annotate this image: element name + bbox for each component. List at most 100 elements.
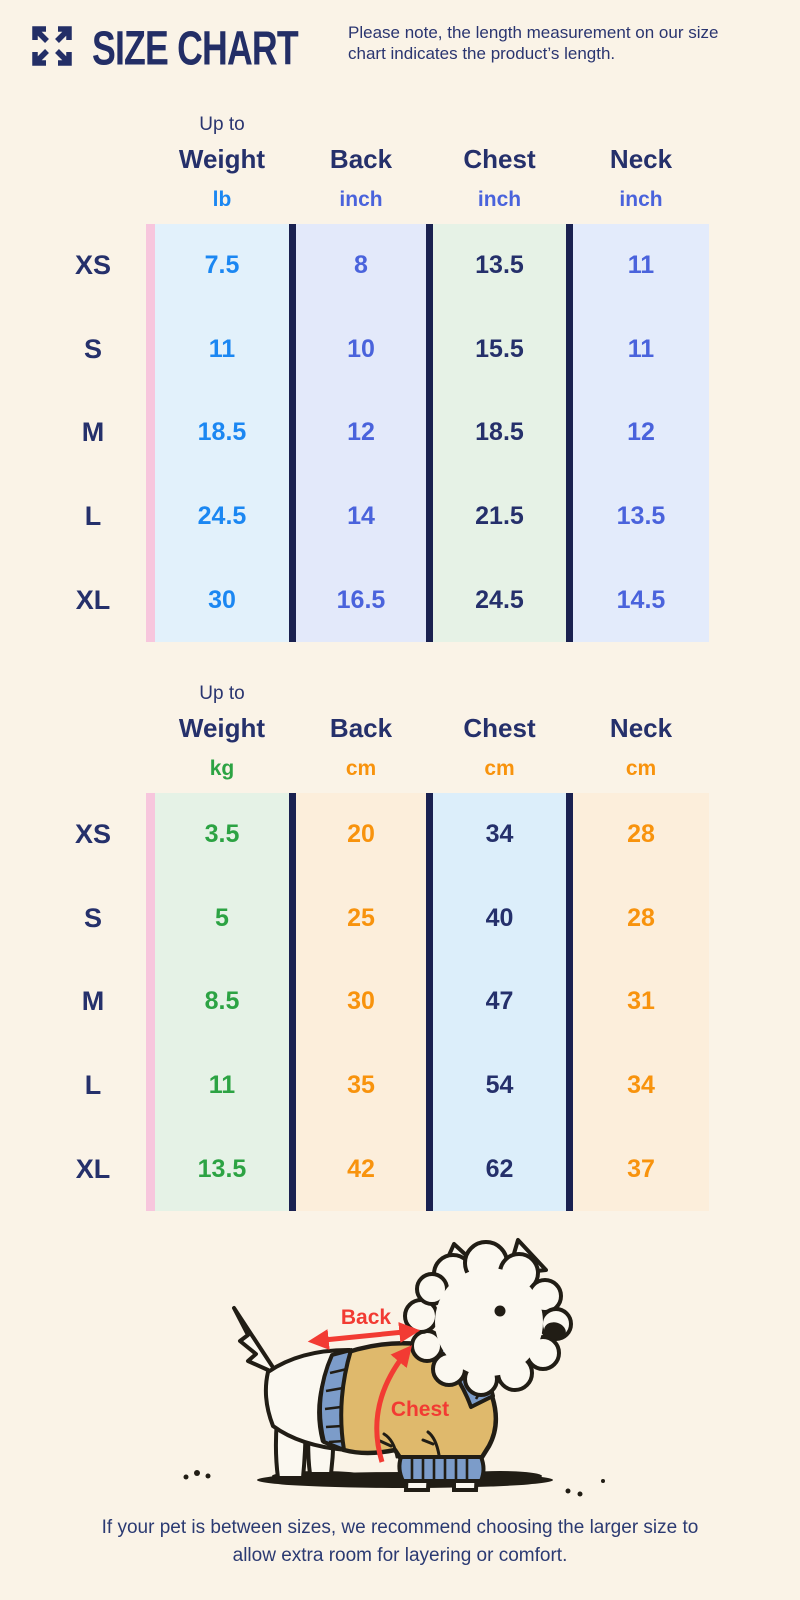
size-label-l: L (84, 1070, 102, 1101)
value-cell: 31 (627, 987, 655, 1016)
length-note-line1: Please note, the length measurement on o… (348, 23, 719, 42)
column-band-chest (433, 224, 566, 642)
up-to-label: Up to (199, 114, 245, 135)
column-divider (566, 793, 573, 1211)
column-band-neck (573, 793, 709, 1211)
size-label-m: M (81, 986, 105, 1017)
dog-nose (544, 1322, 566, 1340)
value-cell: 11 (208, 334, 236, 363)
sizing-advice: If your pet is between sizes, we recomme… (0, 1514, 800, 1570)
col-header-chest: Chest (463, 143, 536, 174)
value-cell: 13.5 (616, 502, 666, 531)
col-header-chest: Chest (463, 712, 536, 743)
value-cell: 11 (627, 334, 655, 363)
value-cell: 35 (347, 1071, 375, 1100)
size-label-s: S (83, 902, 102, 933)
col-header-weight: Weight (178, 712, 266, 743)
value-cell: 20 (347, 820, 375, 849)
column-band-chest (433, 793, 566, 1211)
value-cell: 30 (347, 987, 375, 1016)
sweater-hem-ribbing (318, 1348, 353, 1452)
value-cell: 12 (347, 418, 375, 447)
column-divider (426, 224, 433, 642)
pink-accent-strip (146, 793, 155, 1211)
col-header-weight: Weight (178, 143, 266, 174)
value-cell: 34 (485, 820, 514, 849)
unit-cm: cm (484, 757, 515, 780)
value-cell: 10 (347, 334, 375, 363)
value-cell: 14 (347, 502, 375, 531)
value-cell: 7.5 (204, 251, 240, 280)
value-cell: 28 (627, 903, 655, 932)
value-cell: 8 (354, 251, 368, 280)
value-cell: 42 (347, 1154, 375, 1183)
value-cell: 24.5 (197, 502, 247, 531)
value-cell: 11 (208, 1071, 236, 1100)
length-note: Please note, the length measurement on o… (348, 22, 778, 64)
value-cell: 11 (627, 251, 655, 280)
value-cell: 37 (627, 1154, 655, 1183)
size-label-xs: XS (74, 250, 112, 281)
value-cell: 18.5 (197, 418, 247, 447)
dog-eye (494, 1305, 506, 1317)
size-label-s: S (83, 333, 102, 364)
unit-inch: inch (619, 188, 663, 211)
sizing-advice-line1: If your pet is between sizes, we recomme… (101, 1517, 699, 1538)
value-cell: 18.5 (475, 418, 524, 447)
paw-dots (183, 1470, 605, 1497)
back-arrow-label: Back (341, 1306, 392, 1329)
unit-cm: cm (625, 757, 657, 780)
sweater-seam-marks (378, 1430, 441, 1459)
expand-arrows-icon (32, 26, 72, 66)
up-to-label: Up to (199, 683, 245, 704)
value-cell: 62 (485, 1154, 514, 1183)
size-label-xl: XL (75, 584, 111, 615)
value-cell: 21.5 (475, 502, 524, 531)
col-header-neck: Neck (609, 712, 673, 743)
value-cell: 28 (627, 820, 655, 849)
dog-tail (232, 1306, 280, 1377)
page-title: SIZE CHART (92, 22, 299, 76)
col-header-neck: Neck (609, 143, 673, 174)
unit-cm: cm (345, 757, 377, 780)
unit-inch: inch (477, 188, 522, 211)
col-header-back: Back (329, 712, 393, 743)
size-label-xs: XS (74, 819, 112, 850)
sizing-advice-line2: allow extra room for layering or comfort… (232, 1545, 568, 1566)
unit-kg: kg (209, 757, 235, 780)
column-divider (566, 224, 573, 642)
value-cell: 13.5 (475, 251, 524, 280)
value-cell: 54 (485, 1071, 514, 1100)
dog-measurement-diagram: Back Chest (183, 1238, 605, 1497)
pink-accent-strip (146, 224, 155, 642)
size-label-l: L (84, 501, 102, 532)
col-header-back: Back (329, 143, 393, 174)
value-cell: 40 (485, 903, 514, 932)
size-label-m: M (81, 417, 105, 448)
value-cell: 34 (627, 1071, 655, 1100)
size-label-xl: XL (75, 1153, 111, 1184)
column-divider (426, 793, 433, 1211)
value-cell: 8.5 (204, 987, 240, 1016)
column-band-neck (573, 224, 709, 642)
value-cell: 13.5 (197, 1154, 247, 1183)
value-cell: 25 (347, 903, 375, 932)
value-cell: 47 (485, 987, 514, 1016)
column-band-back (296, 793, 426, 1211)
back-measure-arrow (307, 1322, 421, 1350)
chest-measure-arrow (374, 1345, 413, 1463)
value-cell: 3.5 (204, 820, 240, 849)
sweater-cuff-ribbing (397, 1455, 486, 1483)
chest-arrow-label: Chest (391, 1398, 449, 1421)
column-band-back (296, 224, 426, 642)
unit-lb: lb (212, 188, 232, 211)
value-cell: 14.5 (616, 585, 666, 614)
column-band-weight (155, 793, 289, 1211)
value-cell: 12 (627, 418, 655, 447)
value-cell: 24.5 (475, 585, 524, 614)
value-cell: 15.5 (475, 334, 524, 363)
value-cell: 30 (208, 585, 236, 614)
column-divider (289, 793, 296, 1211)
value-cell: 16.5 (336, 585, 386, 614)
